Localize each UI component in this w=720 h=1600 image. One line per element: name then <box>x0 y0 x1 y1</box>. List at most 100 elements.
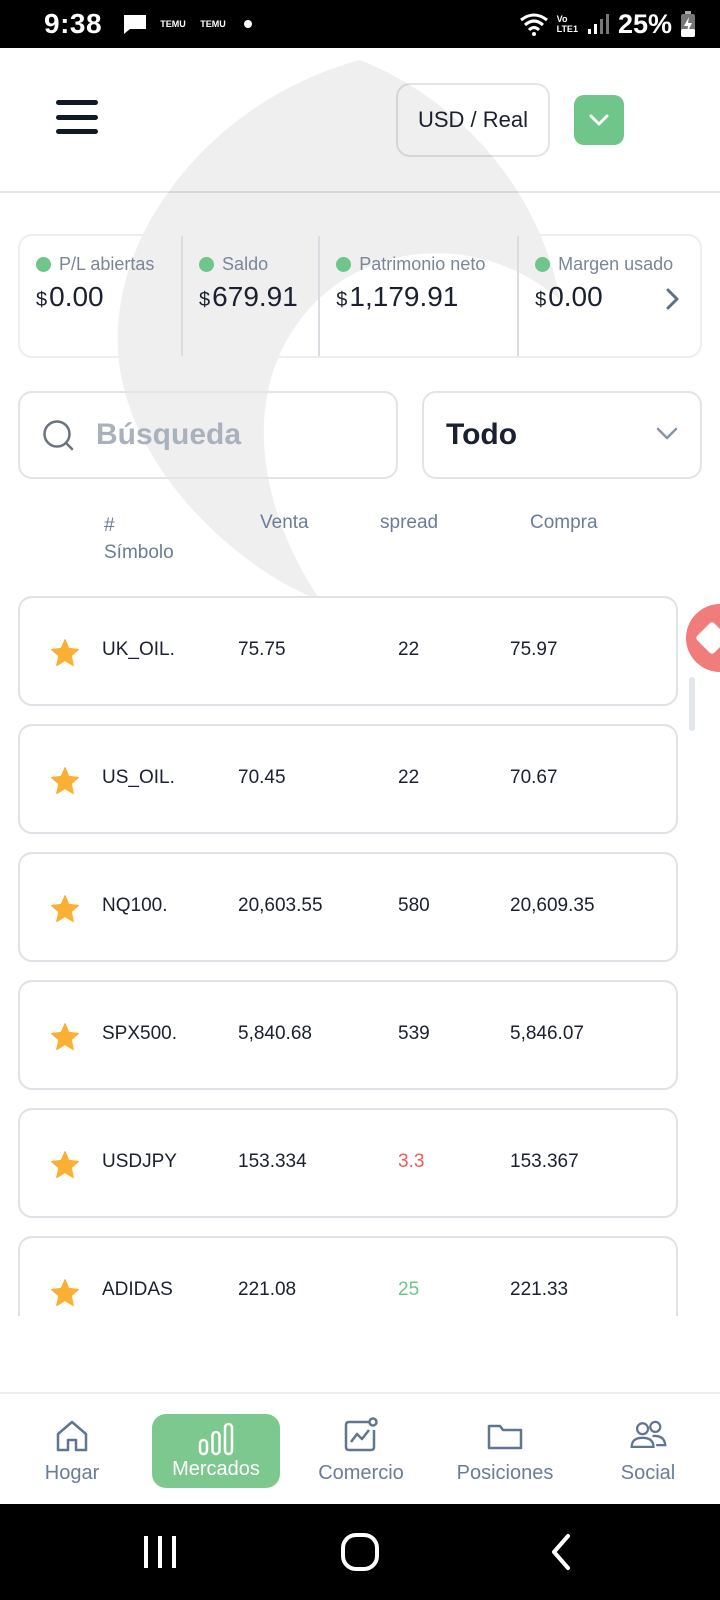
row-buy-price[interactable]: 221.33 <box>510 1279 569 1300</box>
column-header-spread[interactable]: spread <box>380 512 439 533</box>
row-sell-price[interactable]: 5,840.68 <box>238 1023 312 1044</box>
filter-selected-value: Todo <box>446 418 518 451</box>
favorite-star-icon[interactable] <box>50 1150 80 1180</box>
status-time: 9:38 <box>44 8 103 39</box>
summary-used-margin: Margen usado $0.00 <box>519 236 700 356</box>
favorite-star-icon[interactable] <box>50 1278 80 1308</box>
row-sell-price[interactable]: 20,603.55 <box>238 895 323 916</box>
status-dot-icon <box>336 257 352 272</box>
nav-home[interactable]: Hogar <box>22 1394 122 1506</box>
market-row[interactable]: US_OIL. 70.45 22 70.67 <box>18 724 678 834</box>
signal-icon <box>587 14 609 34</box>
summary-label: Saldo <box>222 254 269 274</box>
nav-positions[interactable]: Posiciones <box>448 1394 562 1506</box>
favorite-star-icon[interactable] <box>50 894 80 924</box>
nav-label: Social <box>620 1461 676 1484</box>
menu-line-icon <box>56 100 98 105</box>
market-row[interactable]: SPX500. 5,840.68 539 5,846.07 <box>18 980 678 1090</box>
row-symbol: USDJPY <box>102 1151 177 1172</box>
column-header-sell[interactable]: Venta <box>260 512 309 533</box>
markets-list[interactable]: UK_OIL. 75.75 22 75.97 US_OIL. 70.45 22 … <box>0 596 720 1316</box>
summary-open-pl: P/L abiertas $0.00 <box>20 236 184 356</box>
summary-value: 0.00 <box>49 281 104 312</box>
chevron-right-icon[interactable] <box>664 284 682 314</box>
row-symbol: ADIDAS <box>102 1279 173 1300</box>
app-header: USD / Real <box>0 48 720 193</box>
bottom-navigation: Hogar Mercados Comercio Posiciones Socia… <box>0 1392 720 1504</box>
menu-line-icon <box>56 114 98 120</box>
chevron-down-icon <box>656 427 678 440</box>
account-selector[interactable]: USD / Real <box>396 83 550 157</box>
temu-badge-1: TEMU <box>160 18 186 29</box>
market-row[interactable]: USDJPY 153.334 3.3 153.367 <box>18 1108 678 1218</box>
favorite-star-icon[interactable] <box>50 1022 80 1052</box>
row-buy-price[interactable]: 153.367 <box>510 1151 579 1172</box>
bar-chart-icon <box>198 1422 234 1455</box>
summary-value: 679.91 <box>212 281 298 312</box>
volte-indicator: Vo LTE1 <box>557 14 578 34</box>
summary-equity: Patrimonio neto $1,179.91 <box>320 236 520 356</box>
row-symbol: SPX500. <box>102 1023 177 1044</box>
wifi-icon <box>519 13 548 36</box>
users-icon <box>630 1420 667 1448</box>
symbol-label: Símbolo <box>104 542 174 563</box>
row-spread: 580 <box>398 895 430 916</box>
nav-label: Comercio <box>318 1461 404 1484</box>
more-notifications-icon <box>244 20 253 28</box>
system-navigation-bar <box>0 1504 720 1600</box>
status-dot-icon <box>199 257 215 272</box>
summary-label: Margen usado <box>558 254 674 274</box>
hamburger-menu-button[interactable] <box>56 100 98 134</box>
row-spread: 22 <box>398 639 420 660</box>
status-bar: 9:38 TEMU TEMU Vo LTE1 25% <box>0 0 720 48</box>
currency-symbol: $ <box>336 289 348 311</box>
folder-icon <box>487 1424 523 1449</box>
system-status: Vo LTE1 25% <box>519 9 696 40</box>
summary-value: 0.00 <box>548 281 603 312</box>
diamond-icon <box>695 621 720 655</box>
hash-label: # <box>104 515 115 536</box>
market-row[interactable]: ADIDAS 221.08 25 221.33 <box>18 1236 678 1316</box>
battery-percent: 25% <box>617 8 672 39</box>
row-spread: 22 <box>398 767 420 788</box>
nav-label: Posiciones <box>456 1461 554 1484</box>
column-header-symbol[interactable]: # Símbolo <box>104 512 174 566</box>
home-button-icon[interactable] <box>336 1528 384 1576</box>
favorite-star-icon[interactable] <box>50 638 80 668</box>
recent-apps-icon[interactable] <box>136 1528 184 1576</box>
row-buy-price[interactable]: 20,609.35 <box>510 895 595 916</box>
nav-trade[interactable]: Comercio <box>306 1394 416 1506</box>
row-sell-price[interactable]: 75.75 <box>238 639 286 660</box>
chat-icon <box>124 15 147 34</box>
row-sell-price[interactable]: 70.45 <box>238 767 286 788</box>
market-row[interactable]: UK_OIL. 75.75 22 75.97 <box>18 596 678 706</box>
row-buy-price[interactable]: 5,846.07 <box>510 1023 584 1044</box>
favorite-star-icon[interactable] <box>50 766 80 796</box>
currency-symbol: $ <box>535 289 547 311</box>
row-buy-price[interactable]: 75.97 <box>510 639 558 660</box>
column-header-buy[interactable]: Compra <box>530 512 598 533</box>
home-icon <box>56 1420 88 1451</box>
account-dropdown-button[interactable] <box>574 95 624 145</box>
row-sell-price[interactable]: 153.334 <box>238 1151 307 1172</box>
list-scrollbar[interactable] <box>689 677 695 731</box>
account-summary-card: P/L abiertas $0.00 Saldo $679.91 Patrimo… <box>18 234 702 358</box>
volte-top: Vo <box>556 14 568 24</box>
back-arrow-icon[interactable] <box>538 1528 586 1576</box>
nav-social[interactable]: Social <box>598 1394 698 1506</box>
row-symbol: NQ100. <box>102 895 168 916</box>
row-symbol: US_OIL. <box>102 767 175 788</box>
search-input[interactable] <box>96 418 356 452</box>
row-sell-price[interactable]: 221.08 <box>238 1279 297 1300</box>
row-spread: 25 <box>398 1279 420 1300</box>
nav-label: Mercados <box>172 1457 260 1480</box>
volte-bottom: LTE1 <box>556 24 578 34</box>
status-dot-icon <box>535 257 551 272</box>
row-buy-price[interactable]: 70.67 <box>510 767 558 788</box>
nav-markets[interactable]: Mercados <box>152 1414 280 1488</box>
summary-label: Patrimonio neto <box>359 254 486 274</box>
category-filter-select[interactable]: Todo <box>422 391 702 479</box>
currency-symbol: $ <box>199 289 211 311</box>
search-box[interactable] <box>18 391 398 479</box>
market-row[interactable]: NQ100. 20,603.55 580 20,609.35 <box>18 852 678 962</box>
